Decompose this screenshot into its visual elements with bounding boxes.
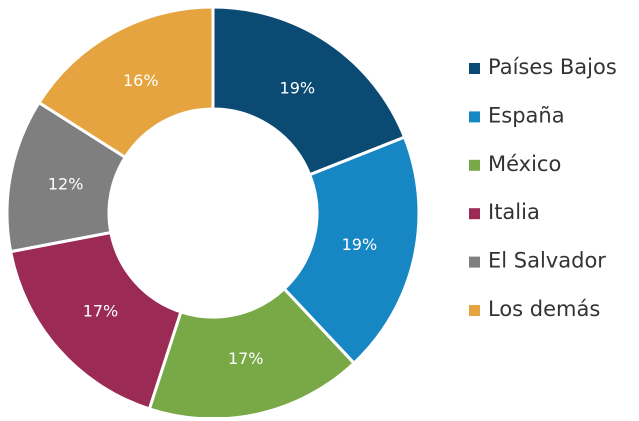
legend-swatch	[469, 256, 480, 268]
slice	[282, 135, 421, 366]
legend-swatch	[469, 305, 480, 316]
data-label: 19%	[280, 78, 316, 97]
legend-label: España	[488, 103, 565, 127]
legend-swatch	[469, 63, 480, 74]
legend-label: México	[488, 152, 561, 176]
data-label: 17%	[83, 302, 119, 321]
legend-swatch	[469, 159, 480, 171]
slice	[147, 286, 357, 421]
data-label: 16%	[123, 71, 159, 90]
legend-label: Países Bajos	[488, 55, 617, 79]
slice	[36, 5, 215, 160]
legend-label: Italia	[488, 200, 540, 224]
legend-swatch	[469, 111, 480, 123]
data-label: 17%	[228, 349, 264, 368]
legend-label: Los demás	[488, 297, 600, 321]
legend-label: El Salvador	[488, 249, 606, 273]
legend-swatch	[469, 208, 480, 220]
data-label: 19%	[342, 235, 378, 254]
slice	[211, 5, 407, 177]
data-label: 12%	[48, 174, 84, 193]
slice	[8, 230, 183, 411]
